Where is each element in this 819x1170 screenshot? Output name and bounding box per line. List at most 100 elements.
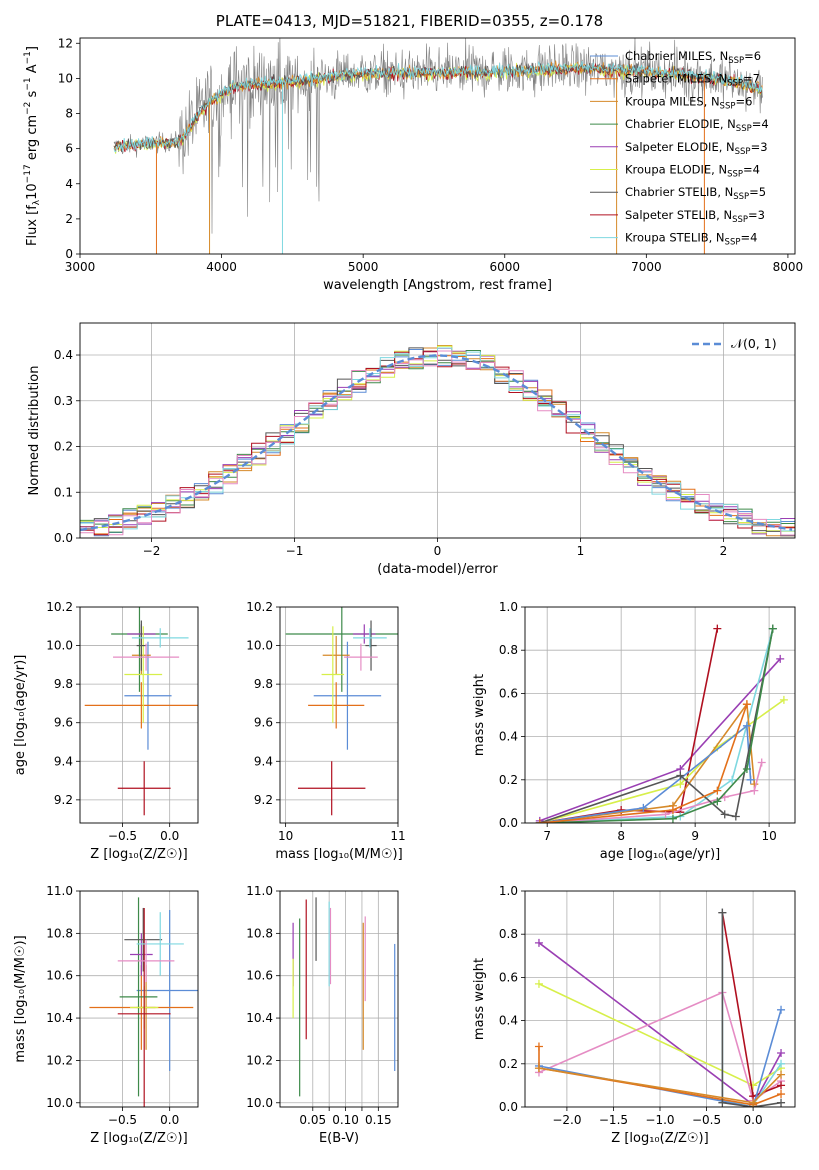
- figure-title: PLATE=0413, MJD=51821, FIBERID=0355, z=0…: [215, 12, 604, 30]
- data-spectrum-line: [113, 38, 763, 234]
- plus-marker: [779, 695, 788, 704]
- y-tick-label: 10.8: [246, 926, 273, 940]
- mass-weight-line: [539, 699, 785, 823]
- plus-marker: [742, 765, 751, 773]
- legend-eq: =6: [744, 49, 761, 63]
- y-tick-label: 9.8: [254, 677, 273, 691]
- y-label-part: erg cm: [25, 115, 40, 164]
- plus-marker: [777, 1049, 786, 1057]
- plus-marker: [749, 1081, 758, 1090]
- mass-weight-line: [721, 912, 782, 1106]
- y-label-part: −17: [23, 164, 33, 183]
- x-tick-label: −0.5: [108, 829, 137, 843]
- axes-frame: [79, 322, 796, 539]
- plus-marker: [713, 797, 722, 806]
- residuals-plot-area: [80, 323, 795, 538]
- y-tick-label: 10.0: [246, 1096, 273, 1110]
- legend-eq: =5: [749, 185, 766, 199]
- y-tick-label: 4: [65, 177, 73, 191]
- x-axis-label: Z [log₁₀(Z/Z☉)]: [611, 1131, 708, 1146]
- y-tick-label: 9.4: [54, 754, 73, 768]
- legend-eq: =4: [752, 117, 769, 131]
- mass_weight_vs_age-axes: 7 8 9 10 0.0 0.2 0.4 0.6 0.8 1.0 age [log₁₀(age/yr…: [472, 600, 796, 862]
- legend-sub: SSP: [733, 192, 749, 202]
- axes-frame: [279, 606, 399, 824]
- y-tick-label: 0.4: [499, 730, 518, 744]
- legend-eq: =3: [748, 208, 765, 222]
- x-axis-label: age [log₁₀(age/yr)]: [600, 847, 721, 862]
- legend-label: Salpeter STELIB, NSSP=3: [625, 208, 765, 225]
- y-tick-label: 0.8: [499, 927, 518, 941]
- x-axis-label: wavelength [Angstrom, rest frame]: [323, 278, 552, 293]
- plus-marker: [746, 775, 755, 784]
- plus-marker: [777, 1070, 786, 1079]
- y-tick-label: 0: [65, 247, 73, 261]
- y-label-part: 10: [25, 183, 40, 200]
- mass_vs_Z-axes: −0.5 0.0 10.0 10.2 10.4 10.6 10.8 11.0 Z [log₁₀(…: [13, 884, 199, 1146]
- x-tick-label: 0.15: [365, 1113, 392, 1127]
- y-tick-label: 0.2: [54, 440, 73, 454]
- y-tick-label: 10.2: [246, 600, 273, 614]
- plus-marker: [639, 803, 648, 812]
- legend-sub: SSP: [725, 238, 741, 248]
- legend-sub: SSP: [736, 124, 752, 134]
- plus-marker: [713, 624, 722, 633]
- y-label-part: Flux [f: [25, 205, 40, 246]
- y-tick-label: 0.4: [54, 348, 73, 362]
- y-tick-label: 10.0: [246, 639, 273, 653]
- x-tick-label: 11: [390, 829, 405, 843]
- legend-eq: =6: [735, 94, 752, 108]
- y-tick-label: 0.2: [499, 773, 518, 787]
- plus-marker: [534, 938, 543, 947]
- mass_weight_vs_Z-axes: −2.0 −1.5 −1.0 −0.5 0.0 0.0 0.2 0.4 0.6 0.8 1.0 Z […: [472, 884, 796, 1146]
- plus-marker: [731, 812, 740, 821]
- mass-weight-line: [721, 912, 782, 1107]
- x-tick-label: 8000: [773, 260, 804, 274]
- axes-frame: [79, 606, 199, 824]
- plus-marker: [718, 1098, 727, 1107]
- y-tick-label: 11.0: [246, 884, 273, 898]
- legend-sub: SSP: [735, 147, 751, 157]
- legend-label: Kroupa ELODIE, NSSP=4: [625, 163, 760, 180]
- y-tick-label: 0.0: [499, 816, 518, 830]
- y-axis-label: age [log₁₀(age/yr)]: [13, 655, 28, 776]
- y-axis-label: Normed distribution: [27, 366, 42, 496]
- y-label-part: λ: [32, 199, 42, 205]
- y-tick-label: 11.0: [46, 884, 73, 898]
- x-tick-label: 10: [278, 829, 293, 843]
- mass_weight_vs_age-plot-area: [525, 607, 795, 823]
- plus-marker: [661, 810, 670, 819]
- legend-label: Salpeter ELODIE, NSSP=3: [625, 140, 768, 157]
- y-tick-label: 8: [65, 107, 73, 121]
- model-spectrum-line: [113, 62, 763, 153]
- x-tick-label: 0.0: [744, 1113, 763, 1127]
- x-tick-label: 10: [761, 829, 776, 843]
- y-tick-label: 9.6: [254, 716, 273, 730]
- legend-eq: =3: [751, 140, 768, 154]
- plus-marker: [535, 819, 544, 823]
- mass-weight-line: [539, 658, 781, 822]
- y-tick-label: 10.8: [46, 926, 73, 940]
- histogram-step-line: [80, 350, 795, 536]
- y-label-part: ]: [25, 46, 40, 51]
- y-tick-label: 0.6: [499, 970, 518, 984]
- x-tick-label: 9: [691, 829, 699, 843]
- y-tick-label: 10.4: [46, 1011, 73, 1025]
- x-tick-label: 1: [577, 544, 585, 558]
- y-tick-label: 0.3: [54, 394, 73, 408]
- y-axis-label: mass weight: [472, 674, 487, 756]
- y-label-part: s: [25, 90, 40, 101]
- y-axis-label: mass weight: [472, 958, 487, 1040]
- y-tick-label: 0.1: [54, 485, 73, 499]
- plus-marker: [668, 806, 677, 815]
- age_vs_Z-axes: −0.5 0.0 9.2 9.4 9.6 9.8 10.0 10.2 Z [log₁₀(Z/Z☉…: [13, 600, 199, 862]
- age_vs_mass-axes: 10 11 9.2 9.4 9.6 9.8 10.0 10.2 mass [log₁₀(M/M☉…: [246, 600, 405, 862]
- x-tick-label: 7000: [631, 260, 662, 274]
- y-axis-label: mass [log₁₀(M/M☉)]: [13, 935, 28, 1062]
- model-spectrum-line: [113, 60, 763, 153]
- mass-weight-line: [539, 703, 748, 823]
- axes-frame: [79, 890, 199, 1108]
- plus-marker: [728, 775, 737, 784]
- x-tick-label: 2: [720, 544, 728, 558]
- legend-eq: =7: [743, 72, 760, 86]
